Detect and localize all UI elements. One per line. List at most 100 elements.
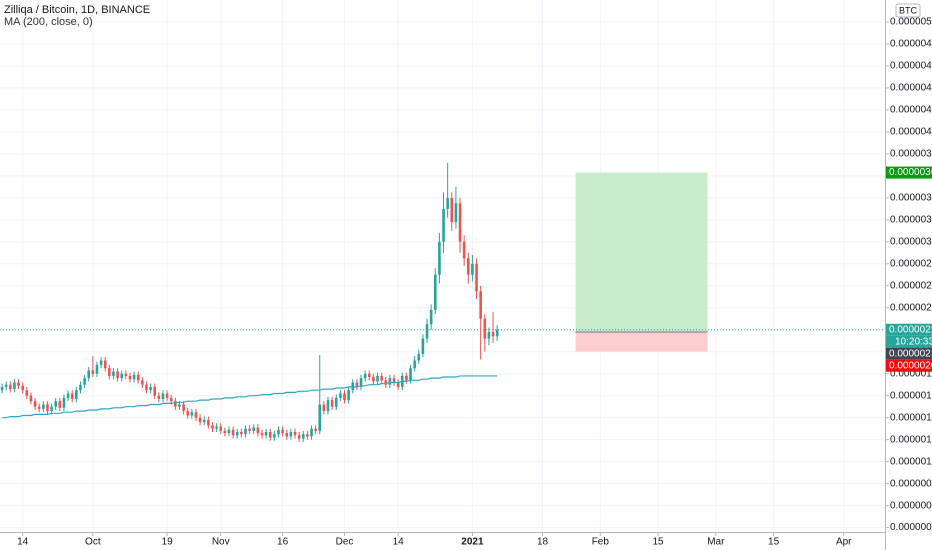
candle-body <box>491 331 495 337</box>
x-tick-label: Dec <box>336 537 354 548</box>
candle-body <box>244 428 247 435</box>
candle-body <box>145 384 148 391</box>
x-tick-label: 14 <box>393 537 405 548</box>
candle-body <box>91 370 95 374</box>
price-label: 0.00000363 <box>889 167 932 178</box>
y-tick-label: 0.00000260 <box>890 280 932 291</box>
candle-body <box>21 385 24 391</box>
moving-average-line <box>2 375 498 419</box>
candle-body <box>359 378 363 387</box>
candle-body <box>178 404 181 407</box>
plot <box>0 0 885 532</box>
candle-body <box>450 197 454 223</box>
candle-body <box>182 404 185 412</box>
candle-body <box>293 431 297 436</box>
x-tick-label: 14 <box>17 537 29 548</box>
candle-body <box>281 429 284 434</box>
candle-body <box>256 427 260 434</box>
candle-body <box>376 375 379 382</box>
candle-body <box>227 429 231 434</box>
candle-body <box>66 393 70 398</box>
candle-body <box>190 412 194 416</box>
candle-body <box>157 395 161 399</box>
candle-body <box>479 291 482 319</box>
candle-body <box>95 364 99 374</box>
candle-body <box>417 353 421 361</box>
candle-body <box>438 241 441 275</box>
y-tick-label: 0.00000240 <box>890 302 932 313</box>
price-label-box <box>886 323 932 336</box>
candle-body <box>388 378 392 385</box>
candle-body <box>120 373 124 379</box>
candle-body <box>252 427 256 431</box>
candle-body <box>268 431 272 438</box>
y-tick-label: 0.00000500 <box>890 17 932 28</box>
x-tick-label: 19 <box>162 537 174 548</box>
candle-body <box>339 393 342 398</box>
candle-body <box>186 411 190 416</box>
candle-body <box>367 373 371 378</box>
price-label-box <box>886 166 932 179</box>
x-tick-label: Mar <box>707 537 725 548</box>
candle-body <box>289 431 293 437</box>
candle-body <box>70 393 74 399</box>
x-tick-label: Feb <box>592 537 610 548</box>
candle-body <box>149 386 152 391</box>
candle-body <box>202 419 206 423</box>
candle-body <box>297 435 301 439</box>
candle-body <box>446 197 449 209</box>
y-tick-label: 0.00000460 <box>890 61 932 72</box>
candle-body <box>58 401 62 408</box>
candle-body <box>322 404 326 412</box>
candle-body <box>108 368 111 376</box>
y-tick-label: 0.00000080 <box>890 478 932 489</box>
x-tick-label: Oct <box>85 537 101 548</box>
currency-badge[interactable] <box>895 3 921 18</box>
candle-body <box>99 360 103 365</box>
candle-body <box>194 412 198 418</box>
x-tick-label: 15 <box>768 537 780 548</box>
price-label: 0.00000200 <box>889 360 932 371</box>
candle-body <box>405 375 408 381</box>
x-tick-label: Nov <box>212 537 230 548</box>
candle-body <box>141 380 144 385</box>
candle-body <box>54 401 57 407</box>
candle-body <box>466 258 470 275</box>
y-tick-label: 0.00000120 <box>890 434 932 445</box>
currency-label: BTC <box>899 5 918 15</box>
candle-body <box>0 386 4 391</box>
price-label-box <box>886 347 932 360</box>
candle-body <box>79 384 82 391</box>
candle-body <box>372 377 375 382</box>
y-tick-label: 0.00000400 <box>890 127 932 138</box>
candle-body <box>42 404 45 409</box>
candle-body <box>326 400 330 412</box>
candle-body <box>487 331 491 339</box>
candle-body <box>355 382 359 387</box>
candle-body <box>462 241 466 259</box>
candle-body <box>421 338 425 354</box>
candle-body <box>454 203 458 223</box>
y-tick-label: 0.00000040 <box>890 522 932 533</box>
candle-body <box>153 386 157 396</box>
candle-body <box>425 324 429 339</box>
candle-body <box>384 380 388 385</box>
candle-body <box>301 434 305 439</box>
candle-body <box>219 426 223 431</box>
candle-body <box>273 434 276 438</box>
candle-body <box>240 431 243 435</box>
candle-body <box>83 378 86 385</box>
x-tick-label: 2021 <box>461 537 484 548</box>
candle-body <box>429 309 433 325</box>
candle-body <box>223 430 227 434</box>
candle-body <box>136 374 140 381</box>
candle-body <box>87 370 91 379</box>
candle-body <box>103 360 107 369</box>
candle-body <box>363 373 367 379</box>
candle-body <box>347 390 350 401</box>
candle-body <box>174 401 177 407</box>
candle-body <box>29 395 33 402</box>
candle-body <box>37 406 41 409</box>
